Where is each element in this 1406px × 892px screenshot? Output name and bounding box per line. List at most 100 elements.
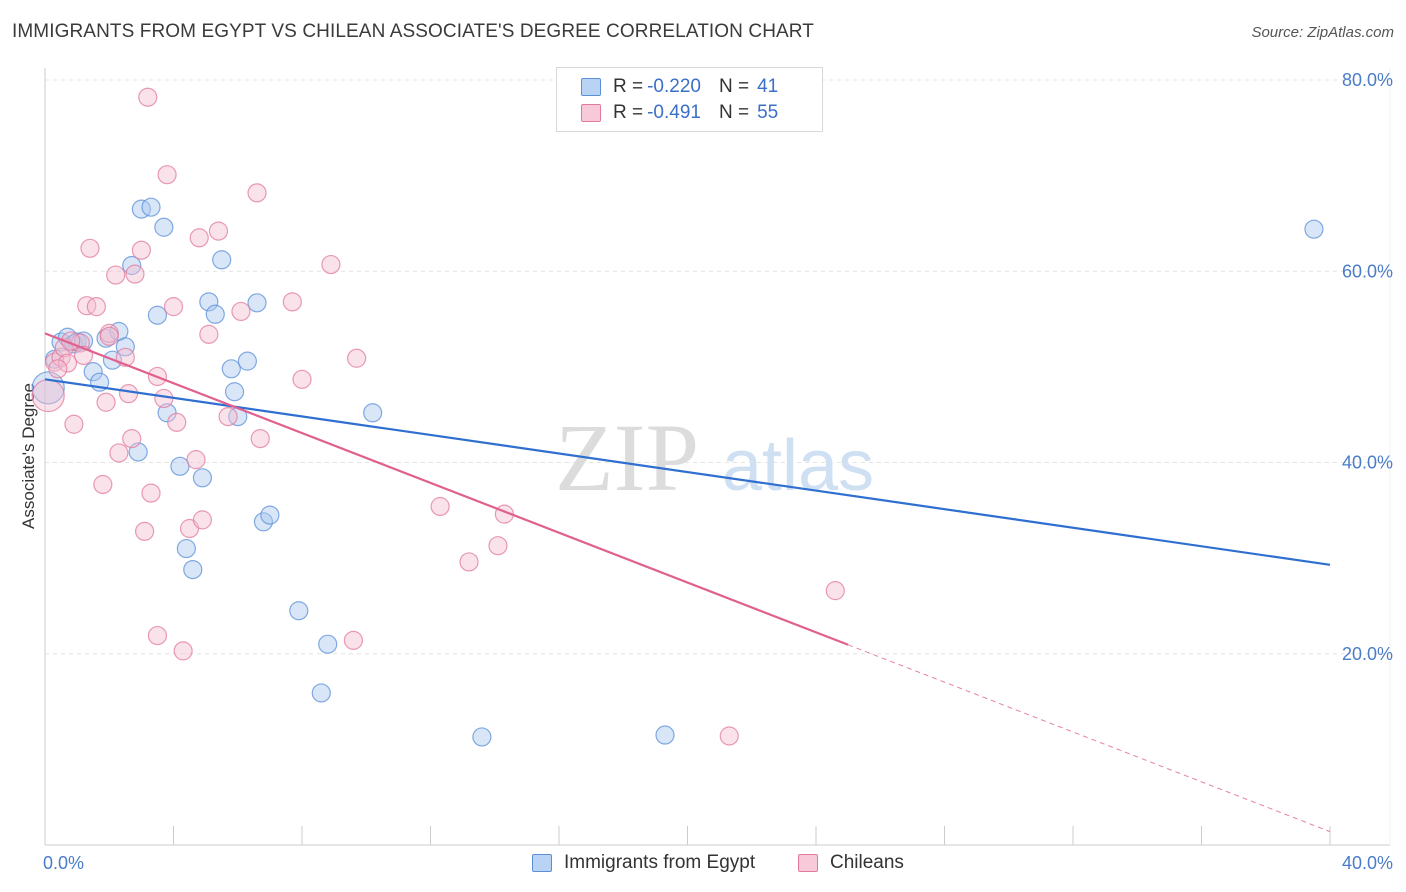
chart-title: IMMIGRANTS FROM EGYPT VS CHILEAN ASSOCIA… (12, 21, 814, 42)
egypt-point-39 (655, 725, 675, 745)
chileans-point-43 (343, 630, 363, 650)
y-tick-label-2: 60.0% (1342, 261, 1393, 281)
y-tick-label-1: 40.0% (1342, 453, 1393, 473)
axes (44, 68, 1391, 846)
egypt-n-label: N = (718, 76, 750, 97)
egypt-point-23 (199, 292, 219, 312)
x-tick-label-0: 0.0% (43, 853, 84, 873)
series-legend: Immigrants from Egypt Chileans (0, 852, 1406, 878)
egypt-swatch (581, 78, 601, 96)
chileans-point-19 (131, 240, 151, 260)
stats-row-egypt: R = -0.220 N = 41 (581, 75, 778, 99)
chileans-point-21 (138, 87, 158, 107)
egypt-point-22 (192, 468, 213, 488)
chileans-trend-extension (847, 644, 1331, 833)
y-tick-labels: 20.0% 40.0% 60.0% 80.0% (1342, 70, 1393, 664)
egypt-point-21 (183, 559, 203, 580)
legend-chileans-swatch (798, 854, 818, 872)
chileans-point-37 (231, 301, 251, 322)
legend-item-egypt[interactable]: Immigrants from Egypt (532, 852, 755, 874)
egypt-point-32 (260, 505, 280, 525)
chileans-point-38 (250, 428, 270, 449)
chileans-r-label: R = (613, 102, 644, 123)
egypt-point-26 (221, 359, 241, 379)
x-tick-labels: 0.0% 40.0% (43, 853, 1393, 873)
egypt-point-33 (289, 601, 309, 621)
egypt-r-value: -0.220 (647, 76, 701, 97)
y-tick-label-0: 20.0% (1342, 644, 1393, 664)
egypt-point-19 (170, 456, 190, 476)
chileans-point-29 (173, 641, 193, 661)
chileans-point-17 (122, 428, 142, 449)
chileans-point-28 (167, 412, 187, 432)
chileans-point-10 (93, 474, 113, 495)
chileans-point-32 (189, 228, 209, 248)
chileans-point-33 (192, 510, 213, 530)
egypt-point-25 (212, 250, 232, 270)
chileans-point-53 (48, 359, 68, 379)
chileans-point-49 (719, 726, 739, 746)
chileans-point-9 (86, 297, 107, 317)
egypt-point-30 (247, 293, 267, 313)
legend-chileans-label: Chileans (830, 852, 904, 873)
egypt-point-20 (176, 538, 196, 559)
chileans-point-5 (64, 414, 84, 434)
chileans-point-47 (488, 536, 508, 556)
egypt-point-7 (83, 362, 103, 382)
trend-lines (44, 332, 1331, 833)
chileans-n-label: N = (718, 102, 750, 123)
chileans-point-36 (218, 407, 238, 427)
stats-legend: R = -0.220 N = 41 R = -0.491 N = 55 (556, 67, 823, 132)
chileans-point-7 (77, 296, 97, 316)
egypt-point-36 (363, 403, 383, 423)
egypt-point-38 (472, 727, 492, 747)
stats-row-chileans: R = -0.491 N = 55 (581, 101, 778, 125)
source-credit: Source: ZipAtlas.com (1251, 24, 1394, 41)
chileans-point-20 (134, 521, 155, 541)
egypt-trend-line (44, 378, 1331, 566)
egypt-point-14 (131, 199, 151, 219)
egypt-point-35 (311, 683, 331, 703)
chileans-swatch (581, 104, 601, 122)
chileans-point-13 (106, 265, 126, 285)
egypt-point-27 (224, 382, 245, 402)
chileans-point-44 (347, 348, 367, 368)
egypt-point-17 (154, 217, 174, 237)
y-axis-label: Associate's Degree (19, 383, 38, 529)
watermark-atlas: atlas (722, 426, 874, 506)
legend-egypt-label: Immigrants from Egypt (564, 852, 756, 873)
chileans-r-value: -0.491 (647, 102, 701, 123)
chileans-point-8 (80, 238, 100, 258)
chileans-point-14 (109, 443, 129, 463)
chileans-point-42 (321, 254, 341, 275)
egypt-point-29 (237, 351, 257, 371)
chileans-point-24 (147, 625, 168, 646)
series-chileans-points (31, 87, 845, 746)
chileans-point-46 (459, 552, 479, 572)
chileans-point-4 (57, 353, 78, 373)
chileans-point-39 (247, 183, 267, 203)
egypt-point-15 (141, 197, 161, 217)
y-tick-label-3: 80.0% (1342, 70, 1393, 90)
legend-item-chileans[interactable]: Chileans (798, 852, 904, 874)
egypt-point-34 (318, 634, 338, 654)
egypt-point-24 (205, 304, 225, 324)
chileans-point-18 (125, 264, 145, 284)
chileans-trend-line (44, 332, 849, 646)
chileans-point-40 (282, 292, 302, 312)
chileans-point-16 (118, 384, 139, 404)
x-tick-label-1: 40.0% (1342, 853, 1393, 873)
chileans-point-35 (208, 221, 229, 241)
egypt-point-16 (147, 305, 168, 325)
chileans-point-45 (430, 496, 450, 517)
chileans-n-value: 55 (757, 102, 779, 123)
chileans-point-31 (186, 450, 206, 470)
chileans-point-34 (199, 324, 219, 344)
chileans-point-50 (825, 581, 845, 601)
egypt-point-12 (115, 337, 135, 357)
chileans-point-22 (141, 483, 161, 503)
chileans-point-41 (292, 369, 312, 389)
legend-egypt-swatch (532, 854, 552, 872)
chileans-point-27 (163, 297, 184, 317)
